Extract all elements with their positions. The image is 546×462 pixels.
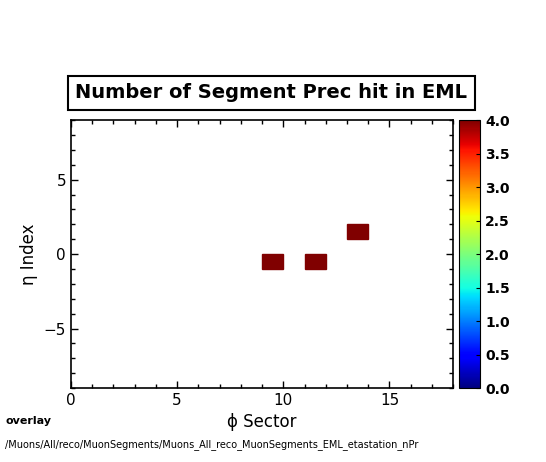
Text: Number of Segment Prec hit in EML: Number of Segment Prec hit in EML [75, 83, 467, 103]
Text: /Muons/All/reco/MuonSegments/Muons_All_reco_MuonSegments_EML_etastation_nPr: /Muons/All/reco/MuonSegments/Muons_All_r… [5, 439, 419, 450]
Bar [347, 225, 368, 239]
Y-axis label: η Index: η Index [20, 223, 38, 285]
Text: overlay: overlay [5, 416, 51, 426]
Bar [305, 254, 326, 269]
X-axis label: ϕ Sector: ϕ Sector [227, 413, 297, 432]
Bar [262, 254, 283, 269]
